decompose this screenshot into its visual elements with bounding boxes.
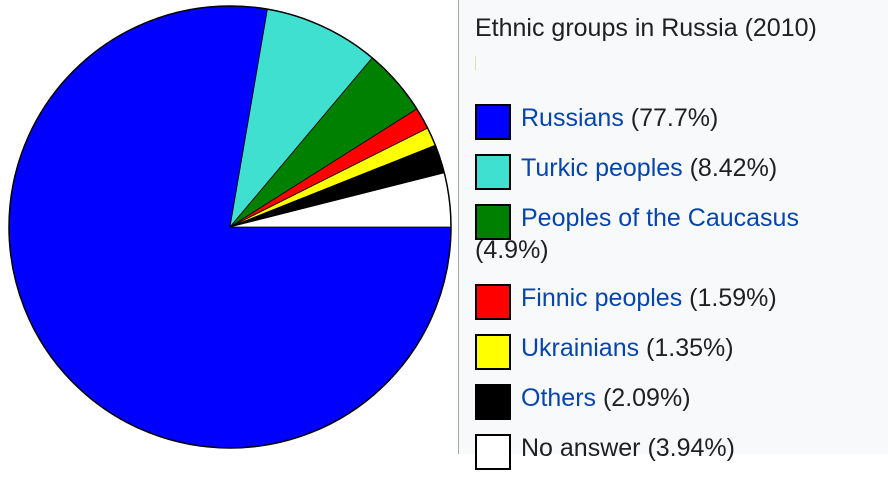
legend-swatch-others bbox=[475, 384, 511, 420]
legend-value-turkic-peoples: (8.42%) bbox=[682, 154, 778, 182]
legend-item-peoples-of-the-caucasus: Peoples of the Caucasus (4.9%) bbox=[475, 204, 883, 274]
legend-label-russians[interactable]: Russians bbox=[521, 104, 624, 132]
legend-swatch-finnic-peoples bbox=[475, 284, 511, 320]
pie-outline bbox=[8, 5, 452, 449]
legend-value-peoples-of-the-caucasus: (4.9%) bbox=[475, 236, 549, 264]
legend-swatch-russians bbox=[475, 104, 511, 140]
legend: Russians (77.7%) Turkic peoples (8.42%) Pe… bbox=[475, 104, 883, 484]
legend-item-finnic-peoples: Finnic peoples (1.59%) bbox=[475, 284, 883, 320]
legend-label-turkic-peoples[interactable]: Turkic peoples bbox=[521, 154, 683, 182]
legend-item-russians: Russians (77.7%) bbox=[475, 104, 883, 140]
legend-label-no-answer: No answer bbox=[521, 434, 641, 462]
legend-swatch-ukrainians bbox=[475, 334, 511, 370]
legend-label-ukrainians[interactable]: Ukrainians bbox=[521, 334, 640, 362]
decorative-mark bbox=[475, 56, 476, 70]
legend-panel: Ethnic groups in Russia (2010) Russians … bbox=[458, 0, 888, 470]
legend-value-russians: (77.7%) bbox=[623, 104, 719, 132]
legend-swatch-turkic-peoples bbox=[475, 154, 511, 190]
legend-value-ukrainians: (1.35%) bbox=[639, 334, 734, 362]
legend-item-turkic-peoples: Turkic peoples (8.42%) bbox=[475, 154, 883, 190]
chart-title: Ethnic groups in Russia (2010) bbox=[475, 14, 817, 42]
legend-value-others: (2.09%) bbox=[596, 384, 691, 412]
legend-value-no-answer: (3.94%) bbox=[640, 434, 735, 462]
legend-label-others[interactable]: Others bbox=[521, 384, 597, 412]
legend-label-peoples-of-the-caucasus[interactable]: Peoples of the Caucasus bbox=[521, 204, 799, 232]
pie-svg bbox=[8, 5, 452, 449]
legend-label-finnic-peoples[interactable]: Finnic peoples bbox=[521, 284, 683, 312]
legend-item-no-answer: No answer (3.94%) bbox=[475, 434, 883, 470]
pie-chart bbox=[0, 0, 460, 454]
legend-swatch-no-answer bbox=[475, 434, 511, 470]
legend-swatch-peoples-of-the-caucasus bbox=[475, 204, 511, 240]
legend-item-ukrainians: Ukrainians (1.35%) bbox=[475, 334, 883, 370]
legend-item-others: Others (2.09%) bbox=[475, 384, 883, 420]
legend-value-finnic-peoples: (1.59%) bbox=[682, 284, 777, 312]
